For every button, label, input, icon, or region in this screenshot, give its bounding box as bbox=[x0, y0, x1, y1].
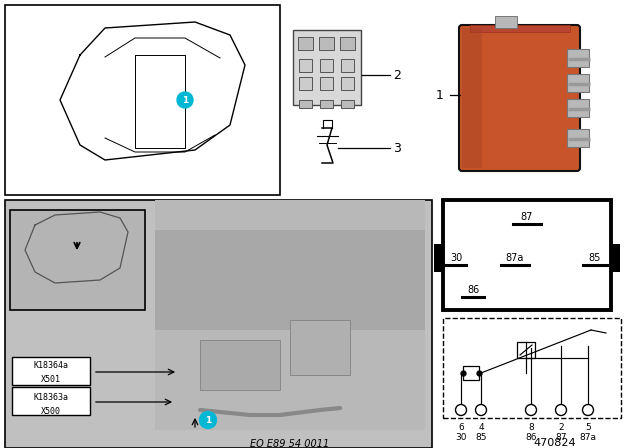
Bar bbox=[320, 77, 333, 90]
Bar bbox=[517, 342, 535, 358]
Circle shape bbox=[200, 412, 216, 428]
Bar bbox=[462, 28, 482, 168]
Circle shape bbox=[582, 405, 593, 415]
Bar bbox=[299, 77, 312, 90]
Bar bbox=[567, 74, 589, 92]
Text: 8: 8 bbox=[528, 422, 534, 431]
Text: K18364a: K18364a bbox=[33, 361, 68, 370]
Bar bbox=[443, 318, 621, 418]
Text: 85: 85 bbox=[476, 432, 487, 441]
FancyBboxPatch shape bbox=[459, 25, 580, 171]
Bar bbox=[155, 230, 425, 330]
Circle shape bbox=[456, 405, 467, 415]
Bar bbox=[200, 340, 280, 390]
Bar bbox=[341, 77, 354, 90]
Bar bbox=[340, 37, 355, 50]
Bar bbox=[5, 5, 280, 195]
Text: 30: 30 bbox=[455, 432, 467, 441]
Text: 2: 2 bbox=[558, 422, 564, 431]
Circle shape bbox=[525, 405, 536, 415]
Text: 87a: 87a bbox=[579, 432, 596, 441]
Circle shape bbox=[476, 405, 486, 415]
Text: 85: 85 bbox=[589, 253, 601, 263]
Text: 87a: 87a bbox=[506, 253, 524, 263]
Text: 470824: 470824 bbox=[534, 438, 576, 448]
FancyBboxPatch shape bbox=[12, 357, 90, 385]
Text: 1: 1 bbox=[182, 95, 188, 104]
Text: 6: 6 bbox=[458, 422, 464, 431]
Bar bbox=[293, 30, 361, 105]
Text: 4: 4 bbox=[478, 422, 484, 431]
Text: 87: 87 bbox=[521, 212, 533, 222]
Text: 1: 1 bbox=[436, 89, 444, 102]
Circle shape bbox=[556, 405, 566, 415]
Bar bbox=[320, 59, 333, 72]
Bar bbox=[611, 244, 620, 272]
Bar bbox=[320, 100, 333, 108]
Text: 2: 2 bbox=[393, 69, 401, 82]
Text: 86: 86 bbox=[525, 432, 537, 441]
Bar bbox=[470, 25, 570, 32]
Bar bbox=[298, 37, 313, 50]
Text: K18363a: K18363a bbox=[33, 393, 68, 402]
Bar bbox=[434, 244, 443, 272]
Text: 87: 87 bbox=[556, 432, 567, 441]
Bar bbox=[299, 100, 312, 108]
Bar bbox=[299, 59, 312, 72]
Text: EO E89 54 0011: EO E89 54 0011 bbox=[250, 439, 330, 448]
Bar bbox=[319, 37, 334, 50]
Text: X501: X501 bbox=[41, 375, 61, 384]
Bar bbox=[5, 200, 432, 448]
Text: 5: 5 bbox=[585, 422, 591, 431]
Bar bbox=[155, 200, 425, 430]
Text: X500: X500 bbox=[41, 408, 61, 417]
Bar bbox=[567, 129, 589, 147]
Bar bbox=[341, 100, 354, 108]
Bar bbox=[290, 320, 350, 375]
Circle shape bbox=[177, 92, 193, 108]
FancyBboxPatch shape bbox=[12, 387, 90, 415]
Bar bbox=[341, 59, 354, 72]
Text: 3: 3 bbox=[393, 142, 401, 155]
Text: 86: 86 bbox=[467, 285, 479, 295]
Bar bbox=[443, 200, 611, 310]
Bar bbox=[463, 366, 479, 380]
Bar bbox=[495, 16, 517, 28]
Bar bbox=[567, 49, 589, 67]
Bar bbox=[10, 210, 145, 310]
Text: 30: 30 bbox=[450, 253, 462, 263]
Bar bbox=[567, 99, 589, 117]
Text: 1: 1 bbox=[205, 415, 211, 425]
